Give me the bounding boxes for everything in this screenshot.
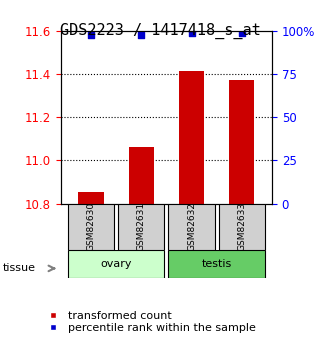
Legend: transformed count, percentile rank within the sample: transformed count, percentile rank withi… [37,307,260,338]
Text: testis: testis [202,259,232,269]
Text: GDS2223 / 1417418_s_at: GDS2223 / 1417418_s_at [60,22,260,39]
Point [189,30,194,36]
Bar [168,204,215,250]
Text: ovary: ovary [100,259,132,269]
Bar [168,250,265,278]
Bar [229,80,254,204]
Bar [219,204,265,250]
Text: GSM82631: GSM82631 [137,202,146,252]
Bar [118,204,164,250]
Bar [179,71,204,204]
Text: tissue: tissue [3,264,36,273]
Text: GSM82630: GSM82630 [86,202,95,252]
Point [239,30,244,36]
Bar [78,192,104,204]
Bar [68,250,164,278]
Text: GSM82632: GSM82632 [187,202,196,252]
Text: GSM82633: GSM82633 [237,202,246,252]
Point [139,32,144,37]
Point [88,32,93,37]
Bar [129,147,154,204]
Bar [68,204,114,250]
